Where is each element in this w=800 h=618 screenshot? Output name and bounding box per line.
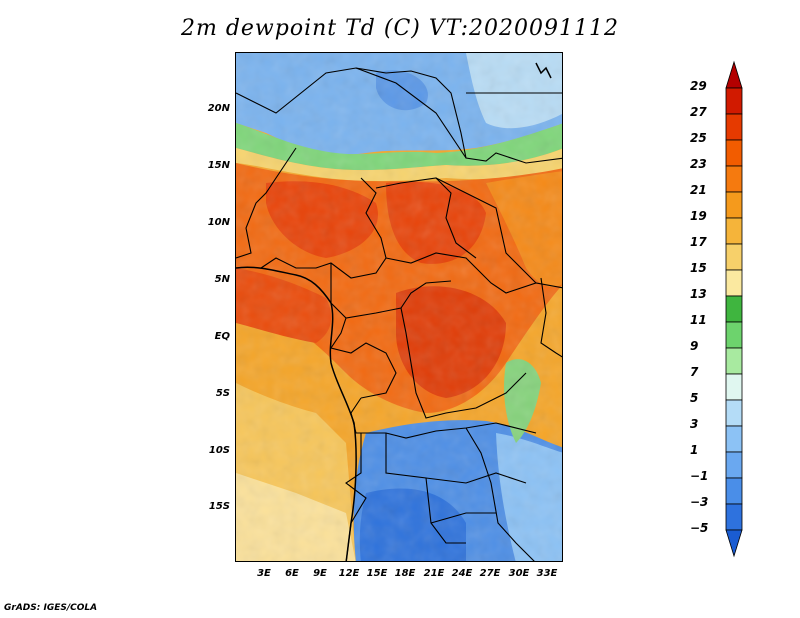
colorbar-bin (725, 347, 743, 375)
colorbar-bin (725, 191, 743, 219)
colorbar-bin (725, 243, 743, 271)
colorbar-bin (725, 503, 743, 531)
map-title: 2m dewpoint Td (C) VT:2020091112 (180, 16, 620, 41)
colorbar-label: 9 (690, 339, 699, 353)
colorbar-bin (725, 477, 743, 505)
colorbar-bin (725, 269, 743, 297)
colorbar-top-arrow (725, 60, 743, 89)
coastlines (236, 62, 552, 561)
lon-label-18e: 18E (394, 568, 416, 579)
colorbar-bin (725, 113, 743, 141)
colorbar-bin (725, 451, 743, 479)
lon-label-24e: 24E (451, 568, 473, 579)
lon-label-21e: 21E (423, 568, 445, 579)
colorbar-label: 17 (690, 235, 707, 249)
lat-label-20n: 20N (207, 103, 230, 114)
footer-credit: GrADS: IGES/COLA (4, 603, 98, 613)
lat-label-10n: 10N (207, 217, 230, 228)
colorbar-label: 1 (690, 443, 699, 457)
lon-label-15e: 15E (366, 568, 388, 579)
lon-label-33e: 33E (536, 568, 558, 579)
colorbar-bin (725, 165, 743, 193)
lat-label-15s: 15S (208, 501, 230, 512)
colorbar-label: −3 (690, 495, 709, 509)
map-panel (235, 52, 563, 562)
colorbar-bin (725, 295, 743, 323)
colorbar-bin (725, 425, 743, 453)
colorbar-label: 11 (690, 313, 707, 327)
colorbar-bin (725, 139, 743, 167)
lat-label-5n: 5N (214, 274, 230, 285)
colorbar-label: 13 (690, 287, 707, 301)
colorbar-bin (725, 399, 743, 427)
colorbar-label: 27 (690, 105, 707, 119)
colorbar-label: 21 (690, 183, 707, 197)
colorbar-label: 29 (690, 79, 707, 93)
lat-label-15n: 15N (207, 160, 230, 171)
colorbar-label: 23 (690, 157, 707, 171)
lon-label-3e: 3E (257, 568, 271, 579)
colorbar-label: 3 (690, 417, 699, 431)
lat-label-5s: 5S (215, 388, 230, 399)
dewpoint-field (236, 53, 562, 561)
colorbar-bin (725, 321, 743, 349)
colorbar-label: −5 (690, 521, 709, 535)
colorbar-label: 7 (690, 365, 699, 379)
lon-label-27e: 27E (479, 568, 501, 579)
field-texture (236, 53, 562, 561)
colorbar-label: 5 (690, 391, 699, 405)
colorbar-label: 25 (690, 131, 707, 145)
lat-label-10s: 10S (208, 445, 230, 456)
lon-label-12e: 12E (338, 568, 360, 579)
colorbar-label: 19 (690, 209, 707, 223)
colorbar (725, 60, 743, 558)
colorbar-bin (725, 87, 743, 115)
colorbar-label: −1 (690, 469, 709, 483)
colorbar-bin (725, 373, 743, 401)
lat-label-eq: EQ (214, 331, 230, 342)
colorbar-bin (725, 217, 743, 245)
colorbar-label: 15 (690, 261, 707, 275)
lon-label-30e: 30E (508, 568, 530, 579)
colorbar-bottom-arrow (725, 529, 743, 558)
lon-label-6e: 6E (285, 568, 299, 579)
lon-label-9e: 9E (313, 568, 327, 579)
